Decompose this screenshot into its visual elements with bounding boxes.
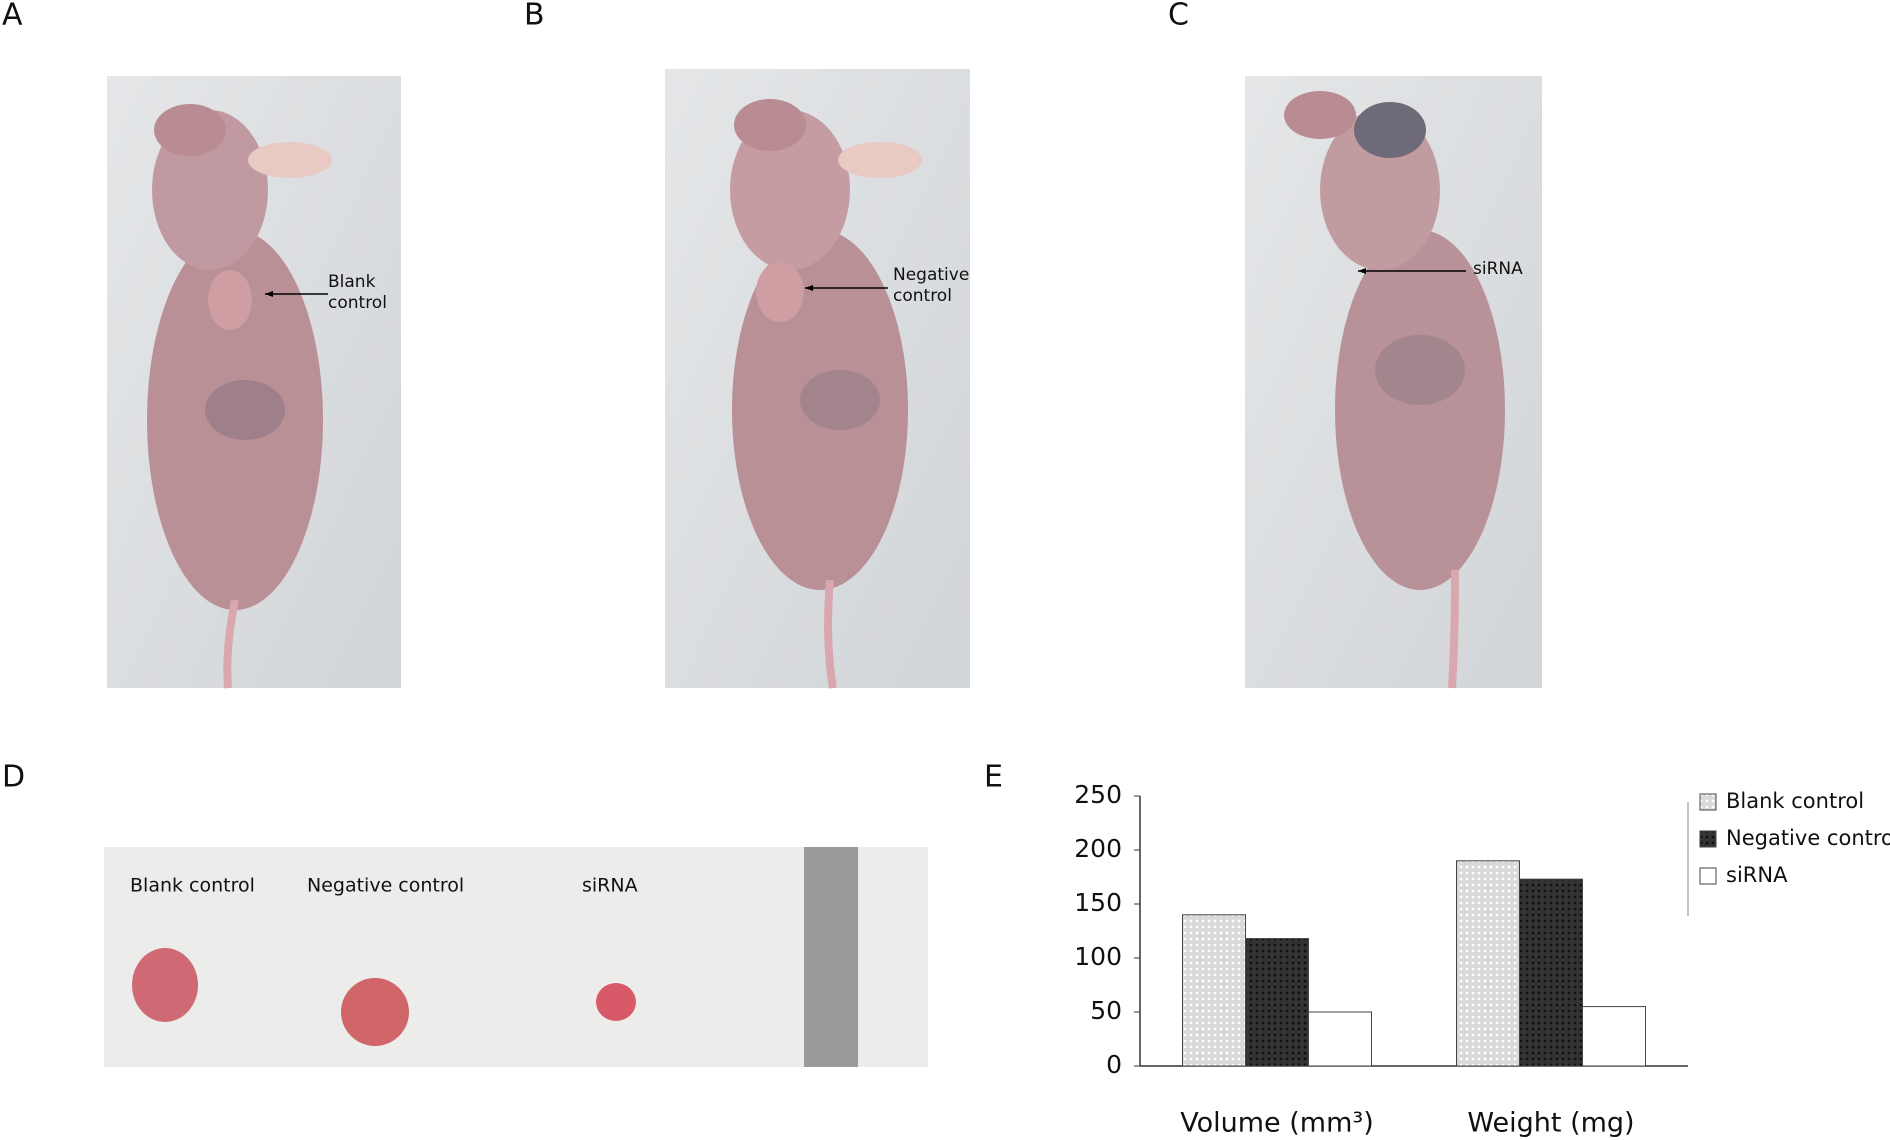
- annotation: Blank: [328, 272, 376, 292]
- x-tick-label: Weight (mg): [1467, 1108, 1634, 1139]
- bar: [1582, 1006, 1646, 1067]
- legend-swatch: [1699, 830, 1717, 848]
- legend-swatch: [1699, 793, 1717, 811]
- photo-d: [104, 847, 928, 1067]
- y-tick-label: 250: [1074, 780, 1122, 809]
- photo-b: [665, 69, 970, 689]
- bar: [1245, 938, 1309, 1067]
- panel-label: D: [2, 760, 25, 795]
- legend-swatch: [1699, 867, 1717, 885]
- y-tick-label: 50: [1090, 996, 1122, 1025]
- y-tick-label: 100: [1074, 942, 1122, 971]
- bar: [1308, 1011, 1372, 1067]
- annotation: control: [893, 286, 952, 306]
- annotation: siRNA: [1473, 259, 1523, 279]
- legend-label: Blank control: [1726, 789, 1864, 813]
- annotation: control: [328, 293, 387, 313]
- bar: [1182, 914, 1246, 1067]
- panel-label: E: [984, 760, 1003, 795]
- panel-label: C: [1168, 0, 1189, 33]
- annotation: Negative: [893, 265, 969, 285]
- y-tick-label: 150: [1074, 888, 1122, 917]
- legend-label: siRNA: [1726, 863, 1788, 887]
- panel-label: B: [524, 0, 545, 33]
- sample-label: Blank control: [130, 875, 255, 897]
- sample-label: Negative control: [307, 875, 464, 897]
- photo-c: [1245, 76, 1542, 689]
- panel-label: A: [2, 0, 23, 33]
- bar: [1456, 860, 1520, 1067]
- x-tick-label: Volume (mm³): [1180, 1108, 1374, 1139]
- photo-a: [107, 76, 401, 689]
- bar: [1519, 878, 1583, 1067]
- y-tick-label: 0: [1106, 1050, 1122, 1079]
- legend-label: Negative control: [1726, 826, 1890, 850]
- y-tick-label: 200: [1074, 834, 1122, 863]
- sample-label: siRNA: [582, 875, 638, 897]
